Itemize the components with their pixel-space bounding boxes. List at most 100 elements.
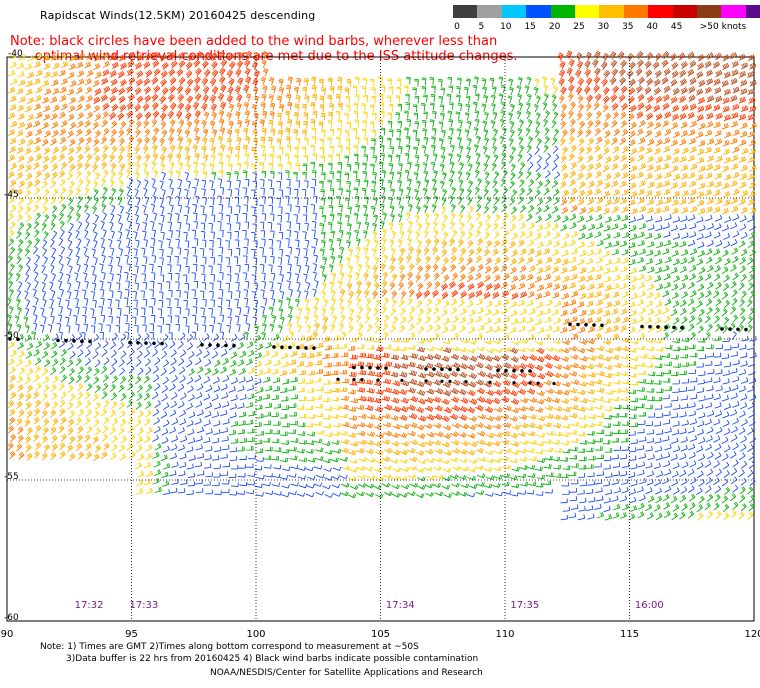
legend-label: 45: [670, 22, 683, 32]
contamination-circle: [536, 381, 540, 385]
legend-swatch: [623, 5, 649, 18]
lat-label: -50: [4, 331, 19, 341]
contamination-circle: [128, 340, 132, 345]
wind-barb-group: [7, 52, 754, 521]
lon-label: 105: [370, 629, 391, 640]
legend-label: >50 knots: [699, 22, 747, 32]
contamination-circle: [488, 380, 492, 384]
wind-barb-group: [6, 76, 756, 521]
wind-barb-group: [93, 50, 757, 422]
contamination-circle: [592, 323, 596, 327]
wind-barbs: [6, 50, 757, 521]
contamination-circle: [640, 324, 644, 329]
map-title: Rapidscat Winds(12.5KM) 20160425 descend…: [40, 9, 316, 22]
legend-label: 25: [573, 22, 585, 32]
lon-label: 95: [125, 629, 138, 640]
lon-label: 100: [246, 629, 266, 640]
contamination-circle: [136, 341, 140, 345]
legend-swatch: [696, 5, 722, 18]
contamination-circle: [304, 346, 308, 350]
wind-barb-group: [16, 145, 757, 521]
contamination-circle: [224, 343, 228, 348]
contamination-circle: [464, 380, 468, 384]
legend-color-bar: [453, 5, 760, 18]
legend-swatch: [477, 5, 502, 18]
legend-swatch: [574, 5, 600, 18]
legend-swatch: [672, 5, 697, 18]
contamination-circle: [648, 324, 652, 329]
contamination-circle: [744, 327, 748, 332]
contamination-markers: [8, 322, 748, 386]
footer-note-2: 3)Data buffer is 22 hrs from 20160425 4)…: [66, 654, 479, 664]
contamination-circle: [440, 367, 444, 372]
legend-label: 30: [597, 22, 610, 32]
contamination-circle: [280, 345, 284, 350]
legend-swatch: [550, 5, 575, 18]
contamination-circle: [424, 379, 428, 383]
contamination-circle: [144, 341, 148, 345]
contamination-circle: [400, 378, 404, 382]
contamination-circle: [680, 325, 684, 330]
contamination-circle: [288, 345, 292, 350]
footer-note-1: Note: 1) Times are GMT 2)Times along bot…: [40, 642, 419, 652]
contamination-circle: [520, 369, 524, 373]
contamination-circle: [552, 381, 556, 386]
contamination-circle: [528, 381, 532, 385]
lon-label: 115: [619, 629, 640, 640]
contamination-circle: [208, 343, 212, 347]
contamination-circle: [232, 343, 236, 348]
contamination-circle: [448, 367, 452, 372]
contamination-circle: [512, 381, 516, 385]
note-line-1: Note: black circles have been added to t…: [10, 34, 498, 49]
wind-barb-group: [390, 50, 757, 397]
contamination-circle: [600, 323, 604, 328]
contamination-circle: [424, 367, 428, 371]
contamination-circle: [200, 343, 204, 347]
legend-label: 35: [622, 22, 634, 32]
contamination-circle: [736, 327, 740, 332]
contamination-circle: [360, 365, 364, 370]
legend-swatch: [453, 5, 478, 18]
contamination-circle: [568, 322, 572, 327]
contamination-circle: [376, 378, 380, 382]
legend-swatch: [648, 5, 673, 18]
legend-swatch: [526, 5, 551, 18]
contamination-circle: [448, 379, 452, 383]
lon-label: 110: [495, 629, 515, 640]
lat-label: -40: [8, 49, 23, 59]
legend-labels: 0 5 10 15 20 25 30 35 40 45 >50 knots: [453, 22, 760, 34]
wind-speed-legend: 0 5 10 15 20 25 30 35 40 45 >50 knots: [453, 5, 760, 34]
contamination-circle: [80, 339, 84, 344]
lon-label: 120: [744, 629, 760, 640]
contamination-circle: [64, 338, 68, 343]
legend-swatch: [501, 5, 527, 18]
lat-label: -60: [4, 613, 19, 623]
contamination-circle: [728, 327, 732, 331]
legend-label: 40: [646, 22, 658, 32]
lat-label: -55: [4, 472, 19, 482]
contamination-circle: [576, 322, 580, 327]
contamination-circle: [296, 345, 300, 350]
time-label: 17:35: [510, 600, 540, 611]
contamination-circle: [88, 339, 92, 344]
wind-barb-group: [57, 172, 757, 498]
legend-swatch: [721, 5, 746, 18]
legend-label: 0: [454, 22, 460, 32]
contamination-circle: [272, 345, 276, 349]
legend-swatch: [745, 5, 760, 18]
contamination-circle: [432, 367, 436, 371]
contamination-circle: [376, 366, 380, 370]
contamination-circle: [584, 323, 588, 327]
time-label: 17:34: [385, 600, 415, 611]
contamination-circle: [672, 325, 676, 330]
legend-swatch: [599, 5, 624, 18]
time-label: 17:33: [129, 600, 159, 611]
contamination-circle: [352, 365, 356, 370]
contamination-circle: [56, 338, 60, 343]
contamination-circle: [312, 346, 316, 350]
contamination-circle: [512, 368, 516, 373]
contamination-circle: [656, 325, 660, 329]
contamination-circle: [336, 377, 340, 381]
time-label: 16:00: [634, 600, 664, 611]
